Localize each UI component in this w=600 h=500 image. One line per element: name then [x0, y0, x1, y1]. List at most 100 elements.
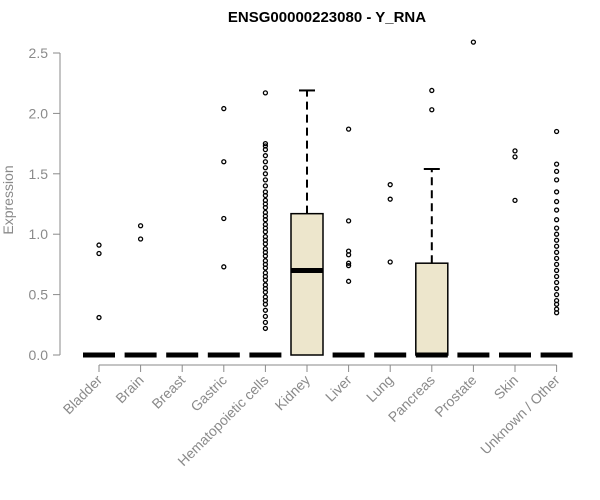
y-tick-label: 2.0	[29, 105, 49, 121]
outlier-point	[470, 39, 477, 45]
outlier-point	[137, 223, 144, 229]
outlier-point	[553, 291, 560, 298]
outlier-point	[262, 313, 269, 319]
outlier-point	[553, 261, 560, 268]
outlier-point	[262, 325, 269, 332]
outlier-point	[262, 270, 269, 276]
box-group	[415, 87, 449, 358]
outlier-point	[96, 242, 102, 248]
outlier-point	[553, 273, 560, 280]
outlier-point	[262, 177, 269, 183]
outlier-point	[345, 218, 352, 224]
outlier-point	[262, 140, 269, 147]
outlier-point	[345, 278, 352, 284]
y-axis-title: Expression	[0, 165, 16, 234]
outlier-point	[262, 189, 269, 195]
x-tick-label: Bladder	[60, 372, 106, 418]
box-group	[540, 128, 573, 358]
outlier-point	[553, 177, 560, 183]
outlier-point	[512, 148, 518, 154]
x-tick-label: Breast	[148, 372, 188, 412]
outlier-point	[262, 165, 269, 171]
chart-title: ENSG00000223080 - Y_RNA	[228, 9, 426, 26]
outlier-point	[262, 153, 269, 159]
outlier-point	[262, 258, 269, 264]
outlier-point	[262, 233, 269, 240]
outlier-point	[553, 255, 560, 262]
box-group	[374, 182, 407, 358]
boxes-layer	[83, 39, 573, 358]
outlier-point	[96, 314, 102, 321]
y-tick-label: 2.5	[29, 45, 49, 61]
outlier-point	[345, 126, 352, 132]
outlier-point	[262, 159, 269, 165]
outlier-point	[262, 307, 269, 313]
y-axis: 0.0 0.5 1.0 1.5 2.0 2.5	[29, 45, 61, 363]
outlier-point	[262, 183, 269, 189]
box	[415, 262, 449, 356]
y-tick-label: 0.5	[29, 287, 49, 303]
outlier-point	[221, 215, 227, 222]
x-tick-label: Skin	[491, 372, 522, 403]
outlier-point	[512, 197, 518, 204]
outlier-point	[512, 154, 518, 160]
outlier-point	[345, 248, 352, 254]
box	[290, 212, 324, 356]
outlier-point	[553, 249, 560, 255]
outlier-point	[345, 262, 352, 269]
outlier-point	[262, 143, 269, 149]
outlier-point	[429, 87, 435, 94]
y-tick-label: 1.5	[29, 166, 49, 182]
outlier-point	[429, 107, 435, 113]
outlier-point	[553, 168, 560, 175]
x-tick-label: Unknown / Other	[477, 372, 563, 458]
outlier-point	[262, 282, 269, 288]
box-group	[499, 148, 531, 358]
outlier-point	[553, 217, 560, 223]
outlier-point	[387, 196, 393, 202]
outlier-point	[553, 198, 560, 205]
outlier-point	[553, 285, 560, 292]
x-tick-label: Prostate	[431, 372, 479, 420]
x-tick-label: Lung	[363, 372, 396, 405]
outlier-point	[262, 171, 269, 177]
outlier-point	[262, 197, 269, 204]
outlier-point	[553, 279, 560, 286]
outlier-point	[553, 237, 560, 243]
outlier-point	[345, 260, 352, 266]
outlier-point	[262, 209, 269, 216]
outlier-point	[262, 246, 269, 252]
y-tick-label: 0.0	[29, 347, 49, 363]
outlier-point	[553, 207, 560, 213]
box-group	[290, 89, 324, 356]
outlier-point	[553, 297, 560, 304]
outlier-point	[553, 128, 560, 135]
outlier-point	[221, 159, 227, 165]
outlier-point	[387, 259, 393, 265]
outlier-point	[553, 189, 560, 195]
outlier-point	[262, 319, 269, 326]
outlier-point	[553, 161, 560, 167]
box-group	[332, 126, 365, 358]
x-tick-label: Kidney	[272, 372, 314, 414]
x-tick-label: Liver	[322, 372, 355, 405]
box-group	[124, 223, 157, 358]
outlier-point	[221, 105, 227, 112]
box-group	[249, 90, 282, 358]
outlier-point	[387, 182, 393, 188]
outlier-point	[553, 243, 560, 249]
outlier-point	[137, 236, 144, 242]
outlier-point	[221, 264, 227, 270]
box-group	[457, 39, 490, 358]
outlier-point	[96, 250, 102, 257]
outlier-point	[553, 225, 560, 231]
outlier-point	[553, 306, 560, 312]
outlier-point	[262, 221, 269, 228]
x-tick-label: Brain	[112, 372, 146, 406]
box-group	[83, 242, 115, 358]
outlier-point	[262, 90, 269, 96]
outlier-point	[262, 294, 269, 300]
outlier-point	[553, 267, 560, 274]
